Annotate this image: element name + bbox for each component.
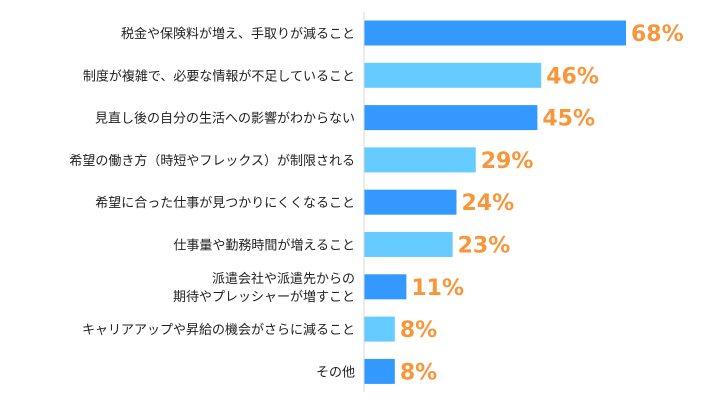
category-label: 派遣会社や派遣先からの <box>212 271 355 287</box>
bar <box>364 62 542 88</box>
bar <box>364 147 476 173</box>
category-label: 希望に合った仕事が見つかりにくくなること <box>95 195 355 211</box>
category-label: 見直し後の自分の生活への影響がわからない <box>95 111 355 127</box>
category-label: 制度が複雑で、必要な情報が不足していること <box>83 68 355 84</box>
bar <box>364 20 626 46</box>
bar <box>364 274 407 300</box>
bar <box>364 189 457 215</box>
bar <box>364 358 395 384</box>
data-label: 8% <box>400 318 437 343</box>
category-label: キャリアアップや昇給の機会がさらに減ること <box>82 322 355 338</box>
category-label: その他 <box>316 365 355 380</box>
bar <box>364 232 453 257</box>
bar <box>364 316 395 342</box>
data-label: 11% <box>411 276 464 301</box>
category-label: 仕事量や勤務時間が増えること <box>173 239 355 254</box>
bar <box>364 105 538 131</box>
data-label: 23% <box>458 234 511 259</box>
category-label: 期待やプレッシャーが増すこと <box>173 290 355 305</box>
data-label: 45% <box>542 107 595 132</box>
data-label: 24% <box>461 191 514 216</box>
data-label: 29% <box>481 149 534 174</box>
category-label: 税金や保険料が増え、手取りが減ること <box>121 26 355 42</box>
data-label: 8% <box>400 360 437 385</box>
data-label: 46% <box>546 64 599 89</box>
data-label: 68% <box>631 22 684 47</box>
category-label: 希望の働き方（時短やフレックス）が制限される <box>69 153 355 169</box>
